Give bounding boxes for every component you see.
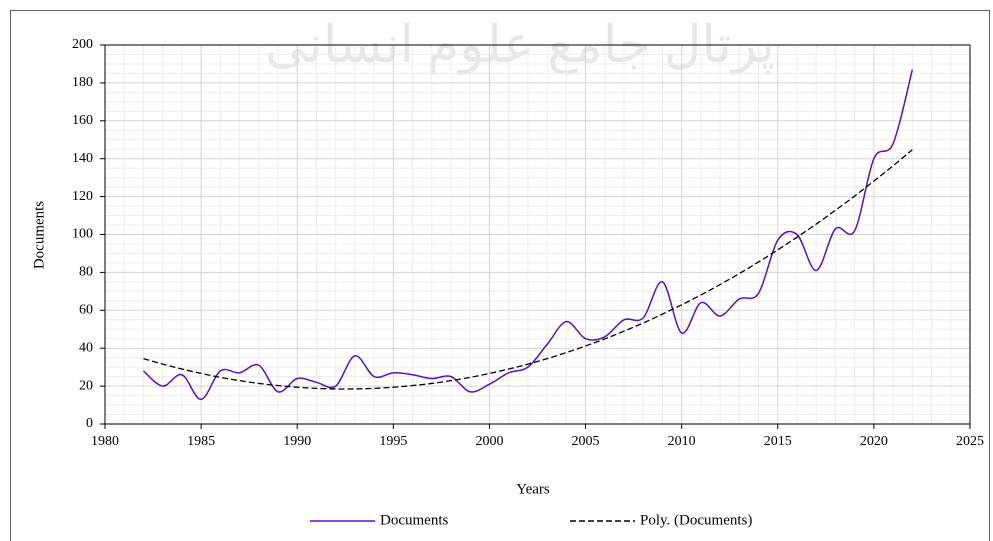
y-tick-label: 80 xyxy=(79,265,93,280)
y-tick-label: 160 xyxy=(72,113,93,128)
plot-frame xyxy=(104,44,971,425)
series-line xyxy=(143,149,913,390)
y-axis-label: Documents xyxy=(31,201,47,269)
legend-label: Documents xyxy=(380,512,448,528)
x-tick-label: 1990 xyxy=(283,434,311,449)
legend-label: Poly. (Documents) xyxy=(640,512,752,528)
y-tick-label: 40 xyxy=(79,340,93,355)
x-tick-label: 2020 xyxy=(860,434,888,449)
x-tick-label: 2010 xyxy=(668,434,696,449)
x-tick-label: 2025 xyxy=(956,434,984,449)
y-tick-label: 100 xyxy=(72,227,93,242)
x-axis-label: Years xyxy=(516,481,550,497)
y-tick-label: 180 xyxy=(72,75,93,90)
y-tick-label: 200 xyxy=(72,37,93,52)
y-tick-label: 120 xyxy=(72,189,93,204)
x-tick-label: 1995 xyxy=(379,434,407,449)
y-tick-label: 60 xyxy=(79,303,93,318)
y-tick-label: 0 xyxy=(86,416,93,431)
x-tick-label: 1985 xyxy=(187,434,215,449)
x-tick-label: 2000 xyxy=(475,434,503,449)
chart-border xyxy=(10,10,990,541)
y-tick-label: 140 xyxy=(72,151,93,166)
series-line xyxy=(142,69,914,401)
x-tick-label: 1980 xyxy=(91,434,119,449)
y-tick-label: 20 xyxy=(79,378,93,393)
x-tick-label: 2005 xyxy=(572,434,600,449)
watermark: پرتال جامع علوم انسانی xyxy=(265,17,775,75)
x-tick-label: 2015 xyxy=(764,434,792,449)
